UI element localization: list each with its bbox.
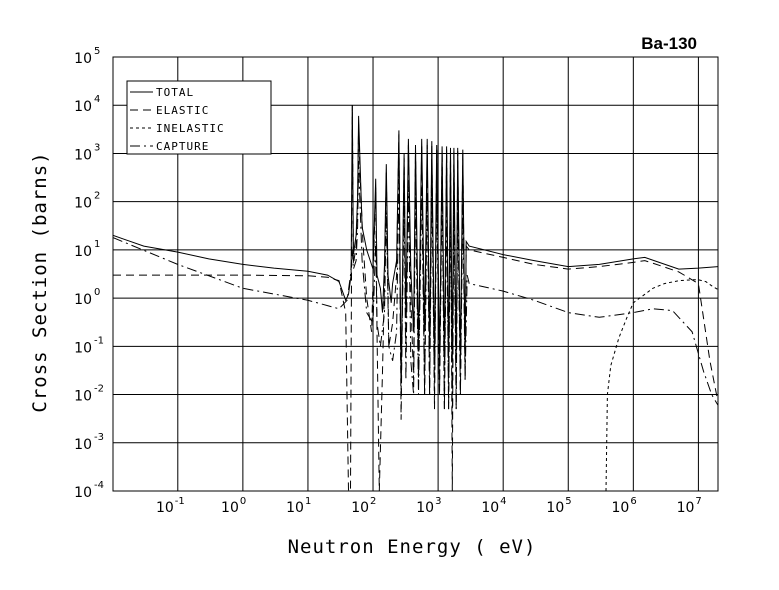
x-tick-label: 10 bbox=[156, 500, 174, 516]
y-tick-label: 10 bbox=[74, 389, 92, 405]
plot-frame bbox=[112, 56, 719, 492]
x-tick-exponent: -1 bbox=[175, 496, 185, 507]
chart-title: Ba-130 bbox=[641, 34, 697, 53]
x-tick-exponent: 6 bbox=[630, 496, 636, 507]
x-axis-ticks: 10 -1 10 0 10 1 10 2 10 3 10 4 10 5 10 6 10 7 bbox=[156, 496, 702, 516]
legend-label-capture: CAPTURE bbox=[156, 140, 209, 153]
y-tick-label: 10 bbox=[74, 99, 92, 115]
x-axis-title: Neutron Energy ( eV) bbox=[288, 536, 537, 558]
y-axis-title: Cross Section (barns) bbox=[29, 151, 51, 412]
y-tick-label: 10 bbox=[74, 485, 92, 501]
legend-box bbox=[126, 80, 272, 155]
y-tick-label: 10 bbox=[74, 51, 92, 67]
x-tick-exponent: 2 bbox=[370, 496, 376, 507]
y-tick-exponent: 0 bbox=[94, 287, 100, 298]
x-tick-label: 10 bbox=[677, 500, 695, 516]
x-tick-label: 10 bbox=[416, 500, 434, 516]
x-tick-label: 10 bbox=[351, 500, 369, 516]
y-tick-label: 10 bbox=[74, 292, 92, 308]
y-tick-label: 10 bbox=[74, 437, 92, 453]
x-tick-exponent: 7 bbox=[695, 496, 701, 507]
x-tick-exponent: 0 bbox=[240, 496, 246, 507]
y-tick-exponent: -2 bbox=[94, 384, 104, 395]
x-tick-label: 10 bbox=[612, 500, 630, 516]
series-line-capture bbox=[113, 160, 718, 420]
series-line-inelastic bbox=[605, 279, 718, 491]
x-tick-label: 10 bbox=[286, 500, 304, 516]
legend: TOTAL ELASTIC INELASTIC CAPTURE bbox=[126, 80, 272, 155]
y-tick-exponent: 2 bbox=[94, 191, 100, 202]
x-tick-exponent: 1 bbox=[305, 496, 311, 507]
series-line-elastic bbox=[113, 105, 718, 491]
y-tick-label: 10 bbox=[74, 244, 92, 260]
legend-label-elastic: ELASTIC bbox=[156, 104, 209, 117]
y-tick-exponent: 4 bbox=[94, 94, 100, 105]
legend-label-total: TOTAL bbox=[156, 86, 194, 99]
y-tick-exponent: -4 bbox=[94, 480, 104, 491]
legend-label-inelastic: INELASTIC bbox=[156, 122, 225, 135]
series-layer bbox=[113, 105, 718, 491]
y-tick-exponent: 3 bbox=[94, 142, 100, 153]
x-tick-exponent: 3 bbox=[435, 496, 441, 507]
x-tick-label: 10 bbox=[546, 500, 564, 516]
y-tick-label: 10 bbox=[74, 147, 92, 163]
x-tick-label: 10 bbox=[481, 500, 499, 516]
y-tick-exponent: -1 bbox=[94, 335, 104, 346]
y-tick-exponent: -3 bbox=[94, 432, 104, 443]
y-tick-label: 10 bbox=[74, 196, 92, 212]
y-tick-exponent: 1 bbox=[94, 239, 100, 250]
y-tick-exponent: 5 bbox=[94, 46, 100, 57]
x-tick-exponent: 4 bbox=[500, 496, 506, 507]
y-tick-label: 10 bbox=[74, 340, 92, 356]
x-tick-label: 10 bbox=[221, 500, 239, 516]
x-tick-exponent: 5 bbox=[565, 496, 571, 507]
